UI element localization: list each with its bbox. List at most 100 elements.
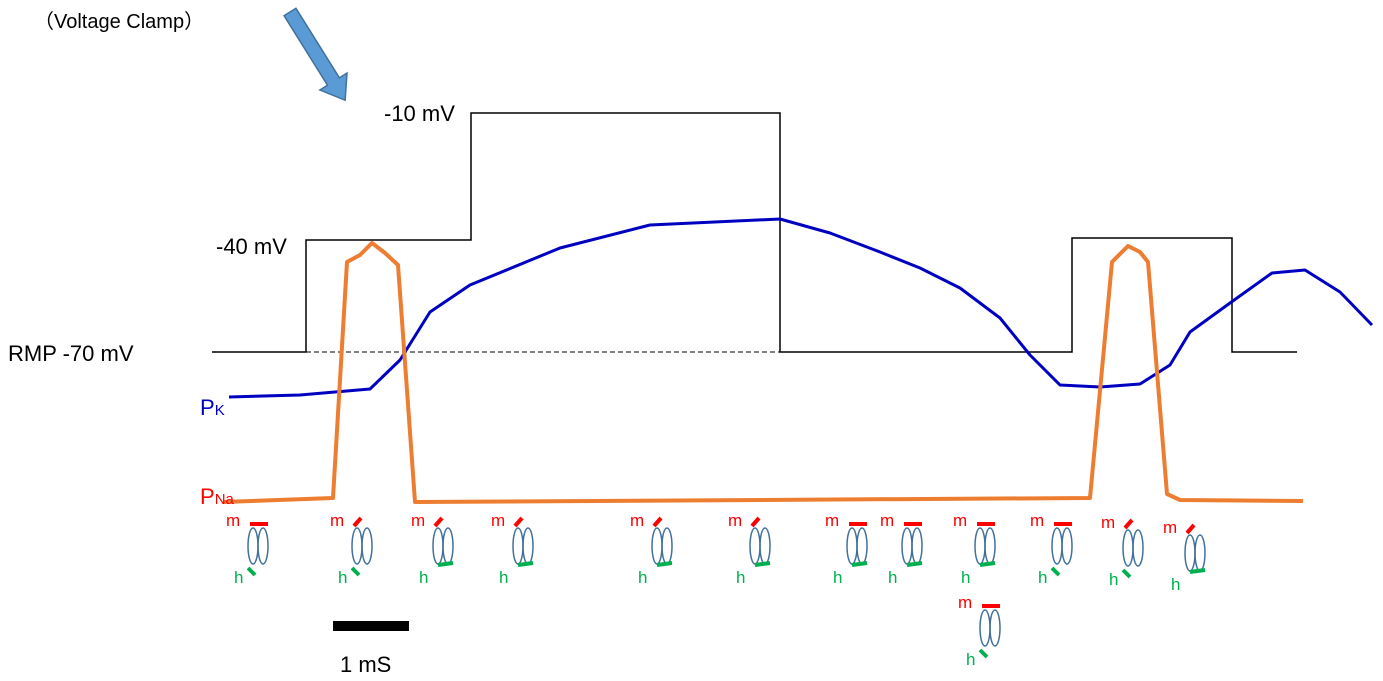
m-gate [752,518,759,526]
channel-pore [662,528,672,564]
m-label: m [411,511,425,530]
pna-p: P [200,484,215,509]
diagram: （Voltage Clamp） -10 mV -40 mV RMP -70 mV… [0,0,1383,681]
h-gate [657,563,672,565]
m-label: m [1101,513,1115,532]
h-gate [1052,568,1059,575]
channel: mh [330,511,372,587]
channel-pore [652,528,662,564]
h-label: h [638,568,647,587]
voltage-step [212,113,1297,352]
channel-pore [902,528,912,564]
channel-pore [248,528,258,564]
channel: mh [491,511,533,587]
m-gate [654,518,661,526]
m-label: m [958,593,972,612]
channel-pore [857,528,867,564]
pna-sub: Na [215,491,235,508]
channel-pore [513,528,523,564]
m-label: m [880,511,894,530]
h-label: h [1171,575,1180,594]
channel-pore [847,528,857,564]
h-label: h [961,568,970,587]
h-gate [248,568,255,575]
h-label: h [499,568,508,587]
channel: mh [226,511,268,587]
channel: mh [880,511,922,587]
m-label: m [491,511,505,530]
m-gate [354,518,361,526]
channel-pore [1195,535,1205,571]
scale-label: 1 mS [340,652,391,677]
m-gate [1125,520,1132,528]
pk-sub: K [215,402,225,419]
pna-label: PNa [200,484,235,509]
channel: mh [958,593,1000,669]
m-gate [1187,525,1194,533]
channel-pore [443,528,453,564]
h-label: h [338,568,347,587]
h-label: h [1038,568,1047,587]
channel-pore [980,610,990,646]
channel-pore [362,528,372,564]
m-gate [435,518,442,526]
level-label: -40 mV [216,234,287,259]
channel-pore [975,528,985,564]
h-gate [907,563,922,565]
channel: mh [630,511,672,587]
arrow [276,4,358,109]
h-gate [1190,570,1205,572]
channel-pore [760,528,770,564]
h-gate [518,563,533,565]
h-gate [980,563,995,565]
h-label: h [833,568,842,587]
channel-pore [990,610,1000,646]
h-gate [852,563,867,565]
channel-pore [1062,528,1072,564]
pk-p: P [200,395,215,420]
h-label: h [966,650,975,669]
m-label: m [953,511,967,530]
m-label: m [330,511,344,530]
m-gate [515,518,522,526]
m-label: m [728,511,742,530]
channel-pore [912,528,922,564]
h-gate [1123,570,1130,577]
h-label: h [419,568,428,587]
h-gate [352,568,359,575]
channel-pore [523,528,533,564]
channel-pore [1052,528,1062,564]
channel: mh [411,511,453,587]
m-label: m [1163,518,1177,537]
channel-pore [1133,530,1143,566]
h-gate [438,563,453,565]
channel: mh [953,511,995,587]
m-label: m [1030,511,1044,530]
channel: mh [1101,513,1143,589]
channel: mh [728,511,770,587]
channel-pore [258,528,268,564]
channel-pore [433,528,443,564]
channel-pore [750,528,760,564]
m-label: m [630,511,644,530]
h-gate [755,563,770,565]
m-label: m [825,511,839,530]
arrow-label: （Voltage Clamp） [34,10,204,33]
scale-bar [333,621,409,631]
channel: mh [1030,511,1072,587]
level-label: -10 mV [384,101,455,126]
channel: mh [1163,518,1205,594]
m-label: m [226,511,240,530]
channel-pore [1123,530,1133,566]
channel-pore [352,528,362,564]
h-gate [980,650,987,657]
channel: mh [825,511,867,587]
h-label: h [888,568,897,587]
pk-label: PK [200,395,225,420]
level-label: RMP -70 mV [8,341,134,366]
h-label: h [736,568,745,587]
h-label: h [1109,570,1118,589]
channel-pore [985,528,995,564]
channel-pore [1185,535,1195,571]
